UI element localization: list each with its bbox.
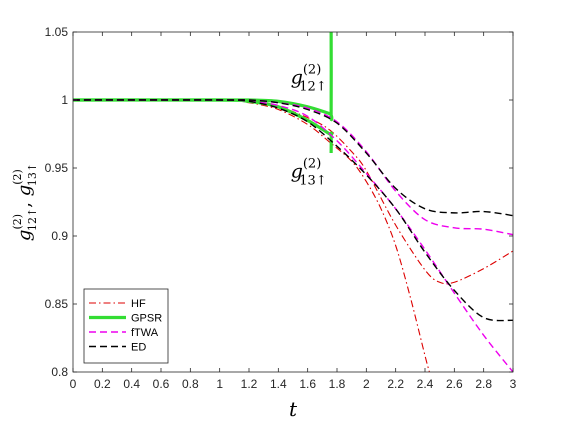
y-tick-label: 0.85 — [45, 297, 69, 311]
y-axis-label: g(2) 12↑, g(2) 13↑ — [11, 163, 39, 241]
x-tick-label: 0.6 — [153, 377, 170, 391]
x-tick-label: 2.4 — [417, 377, 434, 391]
y-label-base: g — [14, 230, 35, 242]
x-tick-label: 2.8 — [475, 377, 492, 391]
legend-label-gpsr: GPSR — [131, 313, 162, 325]
x-tick-label: 0.4 — [123, 377, 140, 391]
annotation-sup: (2) — [303, 63, 321, 78]
y-tick-label: 1 — [61, 93, 68, 107]
x-tick-label: 1.4 — [270, 377, 287, 391]
x-tick-label: 3 — [510, 377, 517, 391]
x-tick-label: 1.6 — [299, 377, 316, 391]
annotation-label: g(2) 13↑ — [291, 157, 327, 189]
legend-label-hf: HF — [131, 298, 146, 310]
legend-label-ed: ED — [131, 342, 146, 354]
x-axis-ticks: 0 0.2 0.4 0.6 0.8 1 1.2 1.4 1.6 1.8 2 2.2 2.4 2.6 2.8 3 — [70, 32, 517, 391]
x-axis-label: t — [289, 397, 298, 421]
x-tick-label: 0.8 — [182, 377, 199, 391]
y-label-separator: , — [14, 196, 35, 207]
y-axis-ticks: 0.8 0.85 0.9 0.95 1 1.05 — [45, 25, 513, 379]
annotation-sub: 13↑ — [299, 174, 326, 189]
annotation-base: g — [291, 161, 303, 183]
series-line-ed13 — [73, 99, 513, 322]
y-label-sup-2: (2) — [11, 169, 24, 185]
series-layer — [73, 32, 513, 372]
x-tick-label: 2 — [363, 377, 370, 391]
y-tick-label: 0.95 — [45, 161, 69, 175]
annotation-sub: 12↑ — [299, 80, 326, 95]
x-tick-label: 1 — [216, 377, 223, 391]
x-tick-label: 0 — [70, 377, 77, 391]
x-tick-label: 2.2 — [387, 377, 404, 391]
y-label-sup-1: (2) — [11, 214, 24, 230]
legend-label-ftwa: fTWA — [131, 327, 159, 339]
y-tick-label: 0.8 — [51, 365, 68, 379]
y-label-base-2: g — [14, 185, 35, 197]
legend: HF GPSR fTWA ED — [83, 288, 169, 364]
y-label-sub-1: 12↑ — [26, 208, 39, 231]
legend-box — [83, 288, 169, 364]
annotation-label: g(2) 12↑ — [291, 63, 327, 95]
y-tick-label: 0.9 — [51, 229, 68, 243]
plot-area-frame — [72, 31, 514, 373]
x-tick-label: 1.8 — [329, 377, 346, 391]
y-label-sub-2: 13↑ — [26, 163, 39, 186]
annotation-sup: (2) — [303, 157, 321, 172]
annotation-base: g — [291, 67, 303, 89]
x-tick-label: 2.6 — [446, 377, 463, 391]
x-tick-label: 0.2 — [94, 377, 111, 391]
y-tick-label: 1.05 — [45, 25, 69, 39]
x-tick-label: 1.2 — [241, 377, 258, 391]
annotations: g(2) 12↑g(2) 13↑ — [291, 63, 327, 189]
